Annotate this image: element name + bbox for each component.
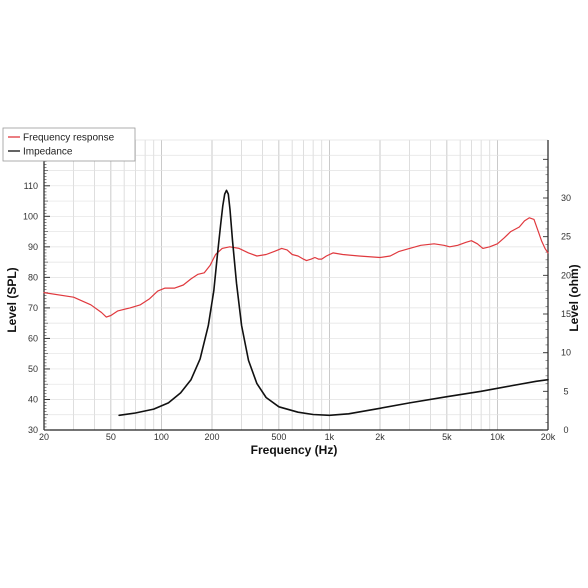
x-tick-label: 20k (541, 432, 556, 442)
legend-label-frequency-response: Frequency response (23, 133, 115, 144)
y-tick-label-left: 80 (28, 272, 38, 282)
y-tick-label-left: 60 (28, 333, 38, 343)
x-tick-label: 50 (106, 432, 116, 442)
y-tick-label-left: 90 (28, 242, 38, 252)
y-tick-label-right: 25 (561, 232, 571, 242)
grid (43, 139, 549, 431)
x-tick-label: 10k (490, 432, 505, 442)
y-tick-label-left: 50 (28, 364, 38, 374)
x-tick-label: 200 (204, 432, 219, 442)
x-tick-label: 20 (39, 432, 49, 442)
y-tick-label-left: 30 (28, 425, 38, 435)
tick-labels: 3040506070809010011012005101520253020501… (23, 150, 571, 442)
y-tick-label-left: 110 (24, 181, 38, 191)
legend: Frequency response Impedance (2, 127, 136, 162)
y-tick-label-right: 15 (561, 309, 571, 319)
legend-box (2, 127, 136, 162)
y-tick-label-right: 30 (561, 193, 571, 203)
y-tick-label-right: 20 (561, 270, 571, 280)
x-axis-title: Frequency (Hz) (251, 443, 338, 457)
y-tick-label-left: 40 (28, 394, 38, 404)
series-line-frequency-response (43, 217, 549, 318)
y-axis-right-title: Level (ohm) (567, 264, 581, 331)
y-tick-label-left: 100 (23, 211, 38, 221)
legend-label-impedance: Impedance (23, 147, 73, 158)
y-tick-label-right: 10 (561, 348, 571, 358)
x-tick-label: 1k (325, 432, 335, 442)
y-tick-label-right: 5 (563, 386, 568, 396)
x-tick-label: 2k (375, 432, 385, 442)
series-line-impedance (118, 189, 549, 417)
axes (43, 139, 549, 431)
y-tick-label-left: 70 (28, 303, 38, 313)
series-layer (43, 189, 549, 417)
x-tick-label: 5k (442, 432, 452, 442)
y-axis-left-title: Level (SPL) (5, 267, 19, 332)
x-tick-label: 100 (154, 432, 169, 442)
x-tick-label: 500 (271, 432, 286, 442)
y-tick-label-right: 0 (563, 425, 568, 435)
